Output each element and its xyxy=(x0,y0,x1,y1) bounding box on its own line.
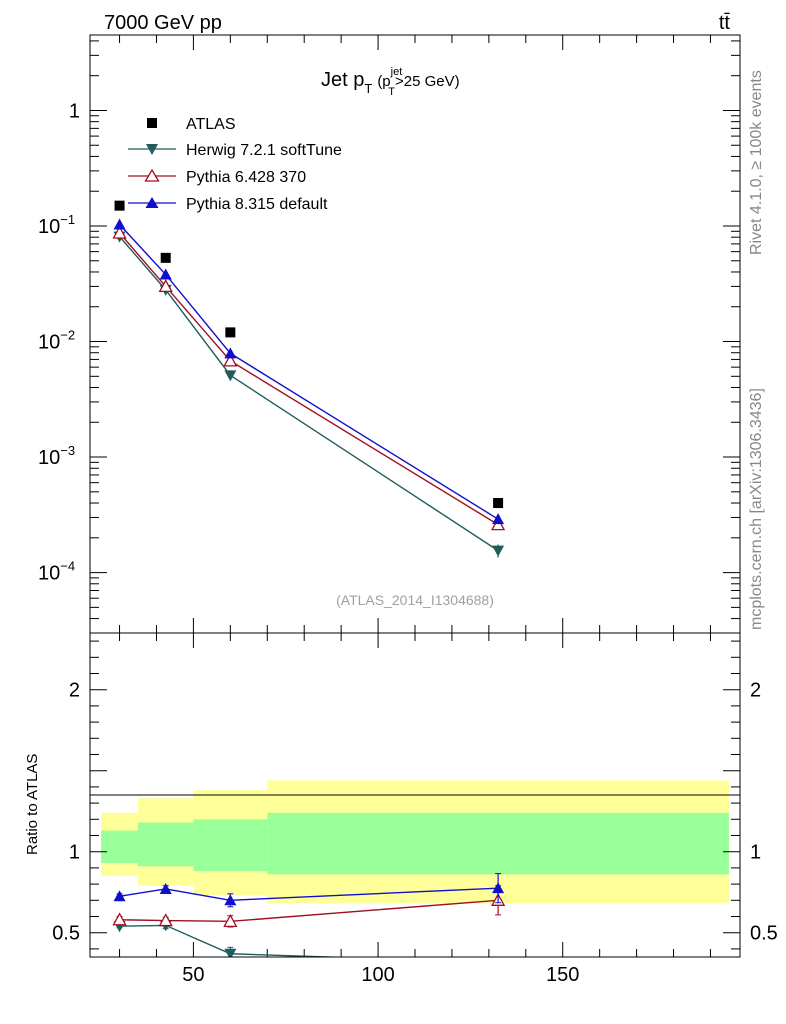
data-point-pythia-8-315-default xyxy=(224,347,237,359)
ratio-y-tick-label-left: 2 xyxy=(69,680,80,702)
data-point-atlas xyxy=(160,252,171,263)
ratio-point-herwig-7-2-1-softtune xyxy=(224,948,237,957)
data-point-atlas xyxy=(493,498,504,509)
plot-title: Jet pT (pjet T>25 GeV) xyxy=(321,66,460,98)
ratio-axis-ticks xyxy=(90,633,740,957)
ratio-point-pythia-8-315-default xyxy=(492,882,505,894)
legend-label-atlas: ATLAS xyxy=(186,116,236,133)
legend: ATLAS Herwig 7.2.1 softTune Pythia 6.428… xyxy=(128,116,342,213)
title-main: Jet p xyxy=(321,69,364,91)
ratio-y-tick-label-right: 0.5 xyxy=(750,923,778,945)
y-tick-base: 1 xyxy=(69,100,80,122)
ratio-data-layer xyxy=(112,873,506,957)
y-tick-exponent: −4 xyxy=(60,559,75,574)
y-tick-exponent: −3 xyxy=(60,443,75,458)
process-label: tt̄ xyxy=(719,12,731,34)
ratio-y-axis-label: Ratio to ATLAS xyxy=(24,754,41,855)
main-data-layer xyxy=(112,200,506,558)
main-panel: 110−110−210−310−4 Jet pT (pjet T>25 GeV) A… xyxy=(38,34,741,634)
title-cut-close: >25 GeV) xyxy=(395,73,460,90)
x-tick-label: 100 xyxy=(361,964,394,986)
ratio-point-pythia-8-315-default xyxy=(113,890,126,902)
x-tick-label: 50 xyxy=(182,964,204,986)
legend-marker-atlas xyxy=(147,118,157,128)
ratio-series-herwig-7-2-1-softtune xyxy=(113,920,351,957)
x-tick-labels: 50 100 150 xyxy=(182,964,579,986)
ratio-line-herwig-7-2-1-softtune xyxy=(119,924,351,957)
band-inner xyxy=(101,830,139,864)
legend-label-herwig: Herwig 7.2.1 softTune xyxy=(186,142,342,159)
series-line-herwig-7-2-1-softtune xyxy=(119,236,499,552)
mcplots-source-label: mcplots.cern.ch [arXiv:1306.3436] xyxy=(748,388,765,630)
legend-marker-pythia6 xyxy=(144,168,160,182)
ratio-point-pythia-6-428-370 xyxy=(158,913,173,927)
energy-label: 7000 GeV pp xyxy=(104,12,222,34)
title-sub: T xyxy=(364,81,372,96)
y-tick-base: 10 xyxy=(38,447,60,469)
ratio-point-pythia-8-315-default xyxy=(159,882,172,894)
series-pythia-8-315-default xyxy=(113,218,505,525)
x-tick-label: 150 xyxy=(546,964,579,986)
series-herwig-7-2-1-softtune xyxy=(113,231,505,558)
ratio-y-tick-label-left: 1 xyxy=(69,842,80,864)
ratio-series-pythia-8-315-default xyxy=(113,873,505,908)
band-inner xyxy=(193,819,268,872)
series-line-pythia-8-315-default xyxy=(119,224,499,520)
data-point-atlas xyxy=(225,327,236,338)
data-point-pythia-8-315-default xyxy=(159,268,172,280)
main-y-tick-label: 10−1 xyxy=(38,212,75,238)
main-y-tick-label: 10−2 xyxy=(38,328,75,354)
series-pythia-6-428-370 xyxy=(112,225,506,531)
data-point-pythia-8-315-default xyxy=(492,513,505,525)
main-y-tick-label: 10−4 xyxy=(38,559,75,585)
title-cut-sup: jet xyxy=(390,66,403,78)
data-point-pythia-6-428-370 xyxy=(223,353,238,367)
main-y-tick-labels: 110−110−210−310−4 xyxy=(38,100,80,584)
ratio-y-tick-label-left: 0.5 xyxy=(52,923,80,945)
ratio-y-tick-label-right: 1 xyxy=(750,842,761,864)
band-inner xyxy=(138,822,194,867)
data-point-herwig-7-2-1-softtune xyxy=(224,370,237,382)
ratio-frame xyxy=(89,632,741,958)
data-point-pythia-6-428-370 xyxy=(158,279,173,293)
legend-label-pythia6: Pythia 6.428 370 xyxy=(186,169,306,186)
title-cut-open: (p xyxy=(377,73,390,90)
y-tick-base: 10 xyxy=(38,563,60,585)
y-tick-exponent: −2 xyxy=(60,328,75,343)
ratio-point-pythia-6-428-370 xyxy=(112,912,127,926)
legend-marker-pythia8 xyxy=(145,197,159,208)
data-point-pythia-8-315-default xyxy=(113,218,126,230)
ratio-uncertainty-bands xyxy=(101,780,729,904)
ratio-y-tick-labels: 0.5 0.5 1 1 2 2 xyxy=(52,680,778,945)
band-inner xyxy=(267,812,729,875)
ratio-point-pythia-6-428-370 xyxy=(223,914,238,928)
main-y-tick-label: 10−3 xyxy=(38,443,75,469)
ratio-line-pythia-8-315-default xyxy=(119,887,499,902)
data-point-pythia-6-428-370 xyxy=(112,225,127,239)
y-tick-exponent: −1 xyxy=(60,212,75,227)
rivet-version-label: Rivet 4.1.0, ≥ 100k events xyxy=(748,70,765,255)
main-y-tick-label: 1 xyxy=(69,100,80,122)
legend-label-pythia8: Pythia 8.315 default xyxy=(186,196,328,213)
ratio-line-pythia-6-428-370 xyxy=(119,899,499,923)
series-atlas xyxy=(114,200,504,509)
analysis-watermark: (ATLAS_2014_I1304688) xyxy=(336,592,494,608)
title-cut-sub: T xyxy=(388,86,395,98)
legend-marker-herwig xyxy=(146,144,158,155)
ratio-y-tick-label-right: 2 xyxy=(750,680,761,702)
y-tick-base: 10 xyxy=(38,332,60,354)
data-point-herwig-7-2-1-softtune xyxy=(492,545,505,557)
ratio-point-pythia-8-315-default xyxy=(224,894,237,906)
y-tick-base: 10 xyxy=(38,216,60,238)
data-point-atlas xyxy=(114,200,125,211)
series-line-pythia-6-428-370 xyxy=(119,232,499,526)
main-axis-ticks xyxy=(90,35,740,634)
ratio-panel: 0.5 0.5 1 1 2 2 50 100 150 Ratio to ATLAS xyxy=(24,632,778,986)
